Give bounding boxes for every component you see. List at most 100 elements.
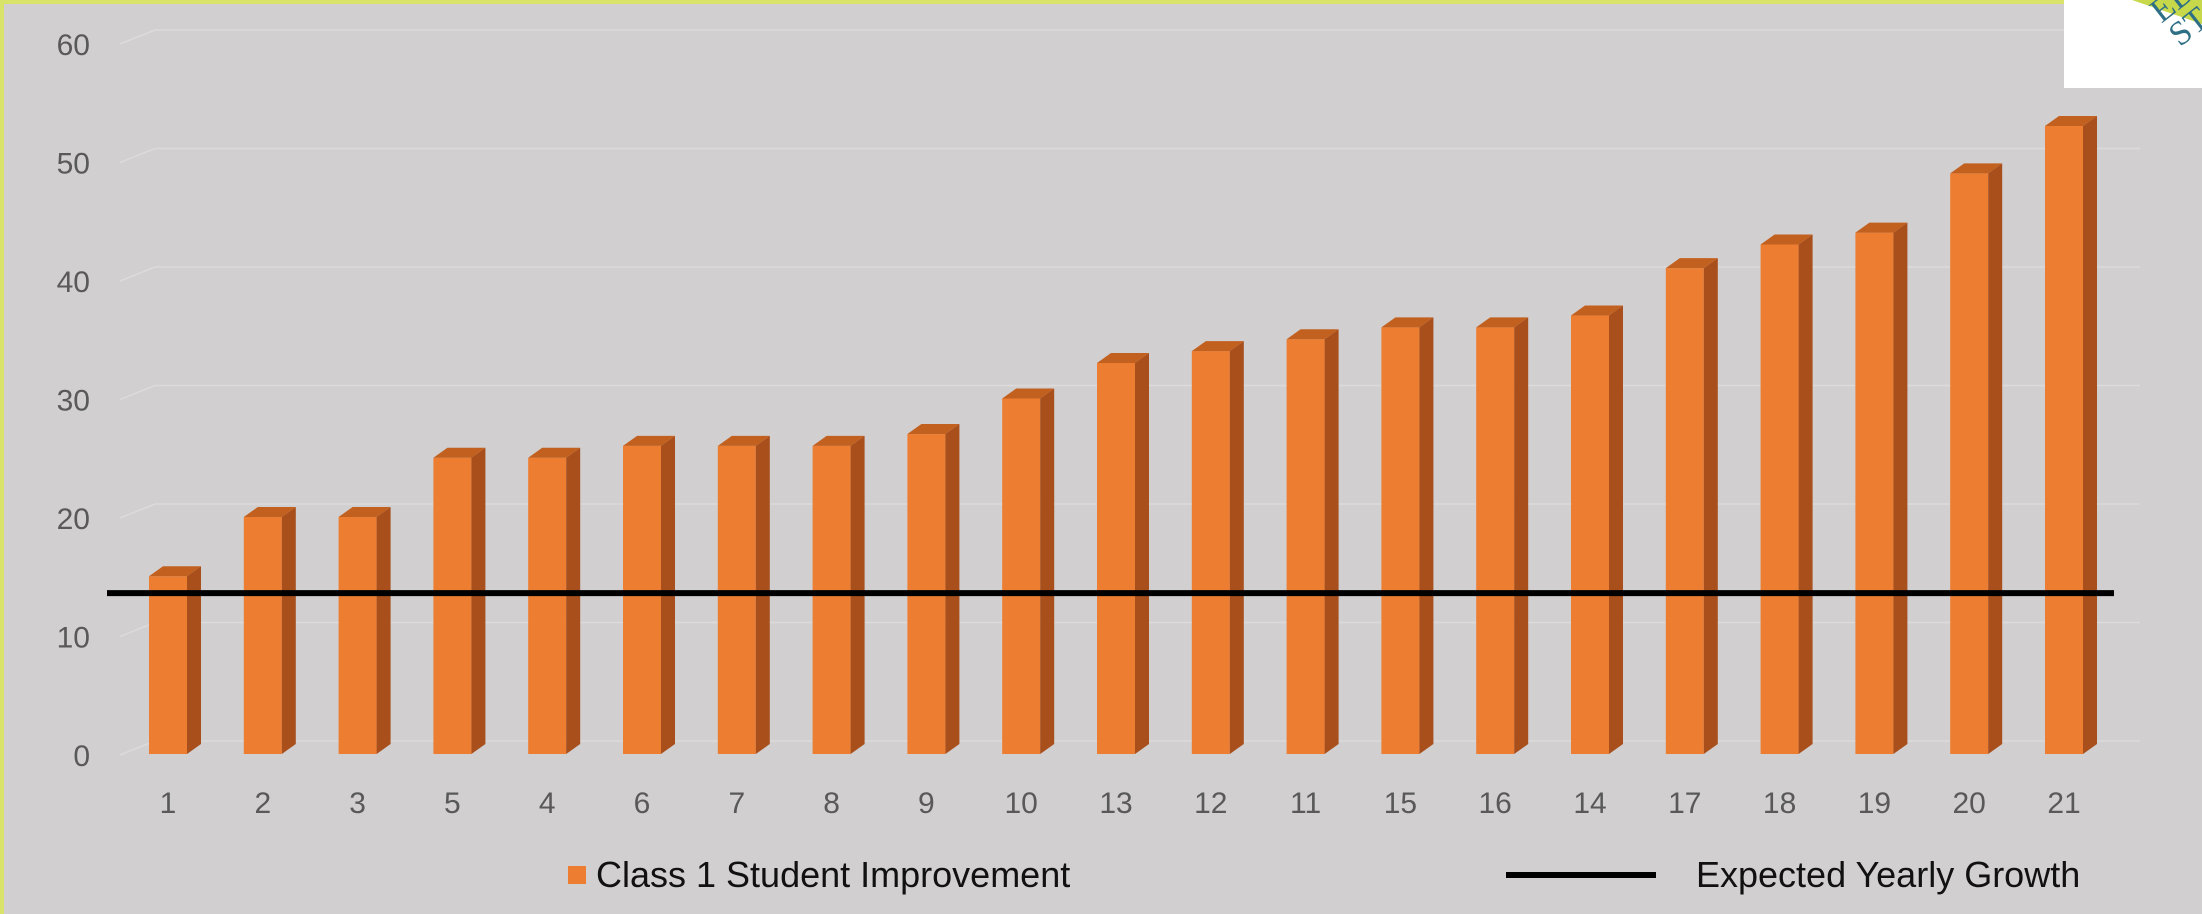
- y-tick-label: 60: [57, 29, 90, 62]
- x-tick-label: 12: [1194, 787, 1227, 820]
- bar-side: [1893, 222, 1908, 755]
- gridline-slant: [119, 266, 156, 282]
- x-tick-label: 16: [1479, 787, 1512, 820]
- bar-top: [149, 566, 201, 577]
- x-tick-label: 1: [160, 787, 177, 820]
- bar-side: [1229, 341, 1244, 754]
- bar-top: [1476, 317, 1529, 328]
- x-tick-label: 5: [444, 787, 461, 820]
- bar-top: [1665, 258, 1718, 269]
- y-tick-label: 10: [57, 622, 90, 655]
- bar-side: [1609, 305, 1623, 754]
- bar-top: [338, 507, 391, 517]
- bar: [1950, 173, 1989, 755]
- gridline-slant: [119, 147, 156, 164]
- x-tick-label: 7: [728, 787, 745, 820]
- logo-badge: ED ST: [2064, 0, 2202, 88]
- legend-bar-label: Class 1 Student Improvement: [596, 854, 1071, 895]
- bar-top: [1855, 222, 1908, 233]
- legend-line-swatch: [1506, 872, 1656, 878]
- bar-side: [1040, 388, 1055, 754]
- bar-top: [528, 447, 581, 458]
- bar-side: [1703, 258, 1718, 754]
- gridline-slant: [119, 503, 156, 519]
- bar: [1286, 339, 1325, 754]
- bar: [2045, 125, 2083, 754]
- x-tick-label: 11: [1290, 787, 1321, 820]
- bar-top: [2045, 115, 2097, 126]
- x-tick-label: 3: [349, 787, 366, 820]
- bar-side: [376, 507, 391, 754]
- x-tick-label: 17: [1668, 787, 1701, 820]
- bar-side: [566, 447, 581, 754]
- bar-top: [1097, 352, 1149, 363]
- bar-side: [2083, 115, 2097, 754]
- x-tick-label: 6: [634, 787, 651, 820]
- bar: [433, 457, 472, 754]
- gridline-slant: [119, 29, 156, 45]
- bar-side: [945, 424, 960, 754]
- x-tick-label: 15: [1384, 787, 1417, 820]
- bar: [1760, 244, 1799, 754]
- bar-side: [281, 507, 296, 754]
- bar-side: [1514, 317, 1529, 754]
- x-tick-label: 8: [823, 787, 840, 820]
- bar-top: [1950, 163, 2003, 174]
- bar-side: [1324, 329, 1339, 754]
- bar-top: [623, 435, 675, 446]
- bar: [812, 445, 851, 754]
- bar-top: [433, 447, 486, 458]
- legend-line-series: Expected Yearly Growth: [1506, 850, 2080, 900]
- legend-line-label: Expected Yearly Growth: [1696, 854, 2081, 895]
- bar-side: [1798, 234, 1813, 754]
- bar: [1855, 232, 1894, 755]
- bar-top: [812, 435, 865, 446]
- bar-top: [1571, 305, 1623, 316]
- bar: [149, 576, 187, 754]
- top-border: [0, 0, 2202, 4]
- y-tick-label: 40: [57, 266, 90, 299]
- bar: [1571, 315, 1609, 754]
- y-tick-label: 30: [57, 385, 90, 418]
- bar: [623, 445, 661, 754]
- x-tick-label: 14: [1573, 787, 1606, 820]
- bar: [338, 517, 377, 754]
- x-tick-label: 20: [1953, 787, 1986, 820]
- left-border: [0, 0, 4, 914]
- bar-top: [243, 507, 296, 517]
- y-tick-label: 0: [73, 740, 90, 773]
- bar-top: [1002, 388, 1055, 399]
- logo-text: ED ST: [2143, 0, 2202, 54]
- bar: [1002, 398, 1041, 754]
- logo-triangle: [2132, 0, 2202, 24]
- bar-top: [907, 424, 960, 435]
- bar-top: [1286, 329, 1339, 340]
- bar-top: [1381, 317, 1434, 328]
- bar-side: [1988, 163, 2003, 755]
- bar-side: [187, 566, 201, 754]
- y-tick-label: 20: [57, 503, 90, 536]
- legend-bar-series: Class 1 Student Improvement: [568, 850, 1070, 900]
- y-tick-label: 50: [57, 148, 90, 181]
- x-tick-label: 4: [539, 787, 556, 820]
- bar-side: [1419, 317, 1434, 754]
- bar-top: [1191, 341, 1244, 352]
- bar: [528, 457, 567, 754]
- bar: [1097, 362, 1135, 754]
- bar: [717, 445, 756, 754]
- legend-bar-swatch: [568, 866, 586, 884]
- bar: [243, 517, 282, 754]
- bar-side: [1135, 352, 1149, 754]
- bar-top: [717, 435, 770, 446]
- bar: [1665, 268, 1704, 754]
- x-tick-label: 21: [2047, 787, 2080, 820]
- x-tick-label: 19: [1858, 787, 1891, 820]
- bar: [1381, 327, 1420, 754]
- bar-top: [1760, 234, 1813, 245]
- gridline-slant: [119, 384, 156, 401]
- bar: [1476, 327, 1515, 754]
- x-tick-label: 9: [918, 787, 935, 820]
- x-tick-label: 10: [1005, 787, 1038, 820]
- bar-side: [471, 447, 486, 754]
